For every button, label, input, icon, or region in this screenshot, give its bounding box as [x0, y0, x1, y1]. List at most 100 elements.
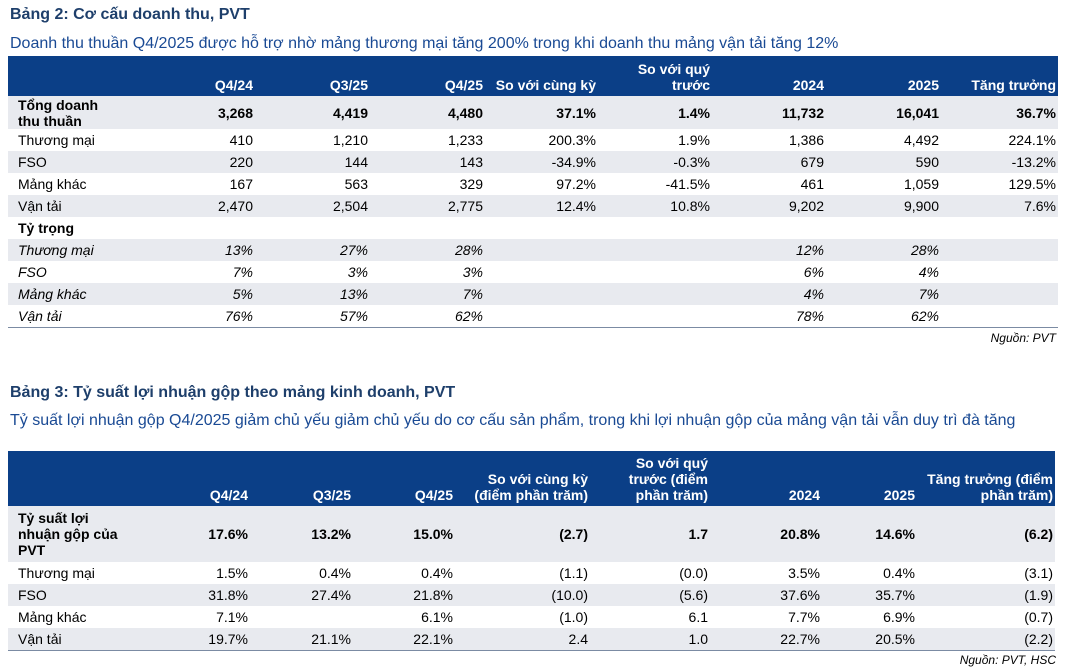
cell-value — [485, 217, 598, 239]
cell-value: 563 — [344, 176, 368, 192]
cell-value: 21.8% — [353, 584, 455, 606]
cell-value: 37.1% — [485, 96, 598, 129]
column-header: Tăng trưởng — [941, 56, 1058, 96]
cell-value: 4,419 — [255, 96, 370, 129]
cell-value: 4,492 — [903, 132, 939, 148]
column-header: Q3/25 — [250, 451, 353, 506]
cell-value — [598, 305, 712, 328]
column-header — [8, 56, 148, 96]
cell-value: (1.1) — [559, 565, 588, 581]
cell-value — [255, 217, 370, 239]
cell-value: 1,210 — [332, 132, 368, 148]
cell-value: 15.0% — [353, 506, 455, 562]
cell-value — [941, 283, 1058, 305]
cell-value: 27% — [255, 239, 370, 261]
cell-value: 7.6% — [941, 195, 1058, 217]
column-header: Tăng trưởng (điểm phần trăm) — [917, 451, 1055, 506]
table-row: Vận tải 2,470 2,504 2,775 12.4% 10.8% 9,202 9,9… — [8, 195, 1058, 217]
cell-value: (2.2) — [917, 628, 1055, 651]
cell-value — [941, 305, 1058, 328]
cell-value: 22.7% — [710, 628, 822, 651]
row-label: Mảng khác — [18, 176, 87, 192]
row-label: Mảng khác — [8, 283, 148, 305]
cell-value: 13.2% — [250, 506, 353, 562]
cell-value: (1.9) — [917, 584, 1055, 606]
cell-value: 0.4% — [883, 565, 915, 581]
cell-value: 27.4% — [250, 584, 353, 606]
column-header: 2025 — [826, 56, 941, 96]
cell-value: 10.8% — [598, 195, 712, 217]
table-row: FSO 220 144 143 -34.9% -0.3% 679 590 -13.2% — [8, 151, 1058, 173]
cell-value: 28% — [826, 239, 941, 261]
cell-value: 57% — [255, 305, 370, 328]
cell-value: 6.9% — [883, 609, 915, 625]
gross-margin-table: Q4/24 Q3/25 Q4/25 So với cùng kỳ (điểm phần… — [8, 451, 1055, 651]
cell-value — [370, 217, 485, 239]
cell-value — [148, 217, 255, 239]
cell-value: 3.5% — [788, 565, 820, 581]
cell-value: 19.7% — [148, 628, 250, 651]
cell-value: 21.1% — [250, 628, 353, 651]
cell-value: 129.5% — [1008, 176, 1056, 192]
cell-value: 97.2% — [556, 176, 596, 192]
cell-value: 1.0 — [590, 628, 710, 651]
column-header: Q4/24 — [148, 451, 250, 506]
cell-value: 6.1 — [688, 609, 708, 625]
column-header: 2024 — [712, 56, 826, 96]
cell-value: 7% — [370, 283, 485, 305]
cell-value — [485, 305, 598, 328]
cell-value: 1,386 — [788, 132, 824, 148]
column-header: 2024 — [710, 451, 822, 506]
cell-value: -41.5% — [665, 176, 710, 192]
row-label: Mảng khác — [18, 609, 87, 625]
cell-value: 1,059 — [903, 176, 939, 192]
cell-value: 2,504 — [255, 195, 370, 217]
cell-value — [712, 217, 826, 239]
column-header: 2025 — [822, 451, 917, 506]
cell-value: 37.6% — [710, 584, 822, 606]
cell-value — [250, 606, 353, 628]
cell-value: 590 — [826, 151, 941, 173]
cell-value: (5.6) — [590, 584, 710, 606]
column-header: Q4/25 — [353, 451, 455, 506]
cell-value: (0.0) — [679, 565, 708, 581]
cell-value: 16,041 — [826, 96, 941, 129]
row-label: FSO — [8, 584, 148, 606]
table-row: FSO 31.8% 27.4% 21.8% (10.0) (5.6) 37.6% 35.7%(… — [8, 584, 1055, 606]
table2-source: Nguồn: PVT — [990, 331, 1056, 345]
cell-value: 12% — [712, 239, 826, 261]
cell-value: 3% — [347, 264, 368, 280]
cell-value: 143 — [370, 151, 485, 173]
column-header — [8, 451, 148, 506]
column-header: So với cùng kỳ — [485, 56, 598, 96]
cell-value — [941, 239, 1058, 261]
cell-value: 4,480 — [370, 96, 485, 129]
cell-value: 220 — [148, 151, 255, 173]
cell-value: 4% — [918, 264, 939, 280]
cell-value: 461 — [800, 176, 824, 192]
table2-title: Bảng 2: Cơ cấu doanh thu, PVT — [10, 6, 250, 23]
row-label: FSO — [18, 264, 47, 280]
cell-value — [826, 217, 941, 239]
row-label: FSO — [8, 151, 148, 173]
cell-value: (1.0) — [559, 609, 588, 625]
row-label: Tổng doanh thu thuần — [8, 96, 148, 129]
cell-value: 17.6% — [148, 506, 250, 562]
revenue-structure-table: Q4/24 Q3/25 Q4/25 So với cùng kỳ So với quý … — [8, 56, 1058, 328]
cell-value: 1.5% — [216, 565, 248, 581]
cell-value — [485, 239, 598, 261]
row-label: Vận tải — [8, 628, 148, 651]
table-row: Vận tải 19.7% 21.1% 22.1% 2.4 1.0 22.7% 20.5% (2… — [8, 628, 1055, 651]
cell-value: -13.2% — [941, 151, 1058, 173]
cell-value — [598, 239, 712, 261]
cell-value: 3,268 — [148, 96, 255, 129]
cell-value: 9,900 — [826, 195, 941, 217]
cell-value: 2,775 — [370, 195, 485, 217]
cell-value: 0.4% — [421, 565, 453, 581]
cell-value: 1.9% — [678, 132, 710, 148]
cell-value — [485, 283, 598, 305]
column-header: So với quý trước — [598, 56, 712, 96]
table-row: Mảng khác 167 563 329 97.2% -41.5% 461 1,059 129… — [8, 173, 1058, 195]
cell-value: 3% — [462, 264, 483, 280]
cell-value: 1.7 — [590, 506, 710, 562]
